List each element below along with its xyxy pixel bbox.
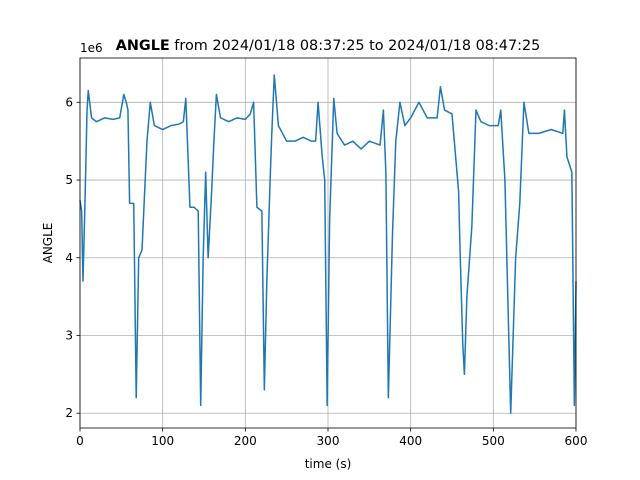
plot-frame (79, 57, 577, 429)
x-tick-label: 400 (399, 434, 422, 448)
x-tick-label: 0 (76, 434, 84, 448)
x-axis-label: time (s) (305, 457, 352, 471)
y-tick-label: 6 (65, 95, 73, 109)
y-tick-label: 3 (65, 329, 73, 343)
line (79, 74, 577, 414)
y-tick-label: 5 (65, 173, 73, 187)
x-tick-label: 600 (565, 434, 588, 448)
y-offset-label: 1e6 (80, 41, 103, 55)
y-axis-label: ANGLE (41, 223, 55, 264)
chart-title-bold: ANGLE (116, 38, 170, 54)
y-tick-label: 4 (65, 251, 73, 265)
x-tick-label: 100 (151, 434, 174, 448)
x-tick-label: 300 (317, 434, 340, 448)
y-tick-label: 2 (65, 406, 73, 420)
x-tick-label: 500 (482, 434, 505, 448)
chart-title-rest: from 2024/01/18 08:37:25 to 2024/01/18 0… (170, 38, 541, 54)
x-tick-label: 200 (234, 434, 257, 448)
chart-title: ANGLE from 2024/01/18 08:37:25 to 2024/0… (116, 38, 541, 54)
